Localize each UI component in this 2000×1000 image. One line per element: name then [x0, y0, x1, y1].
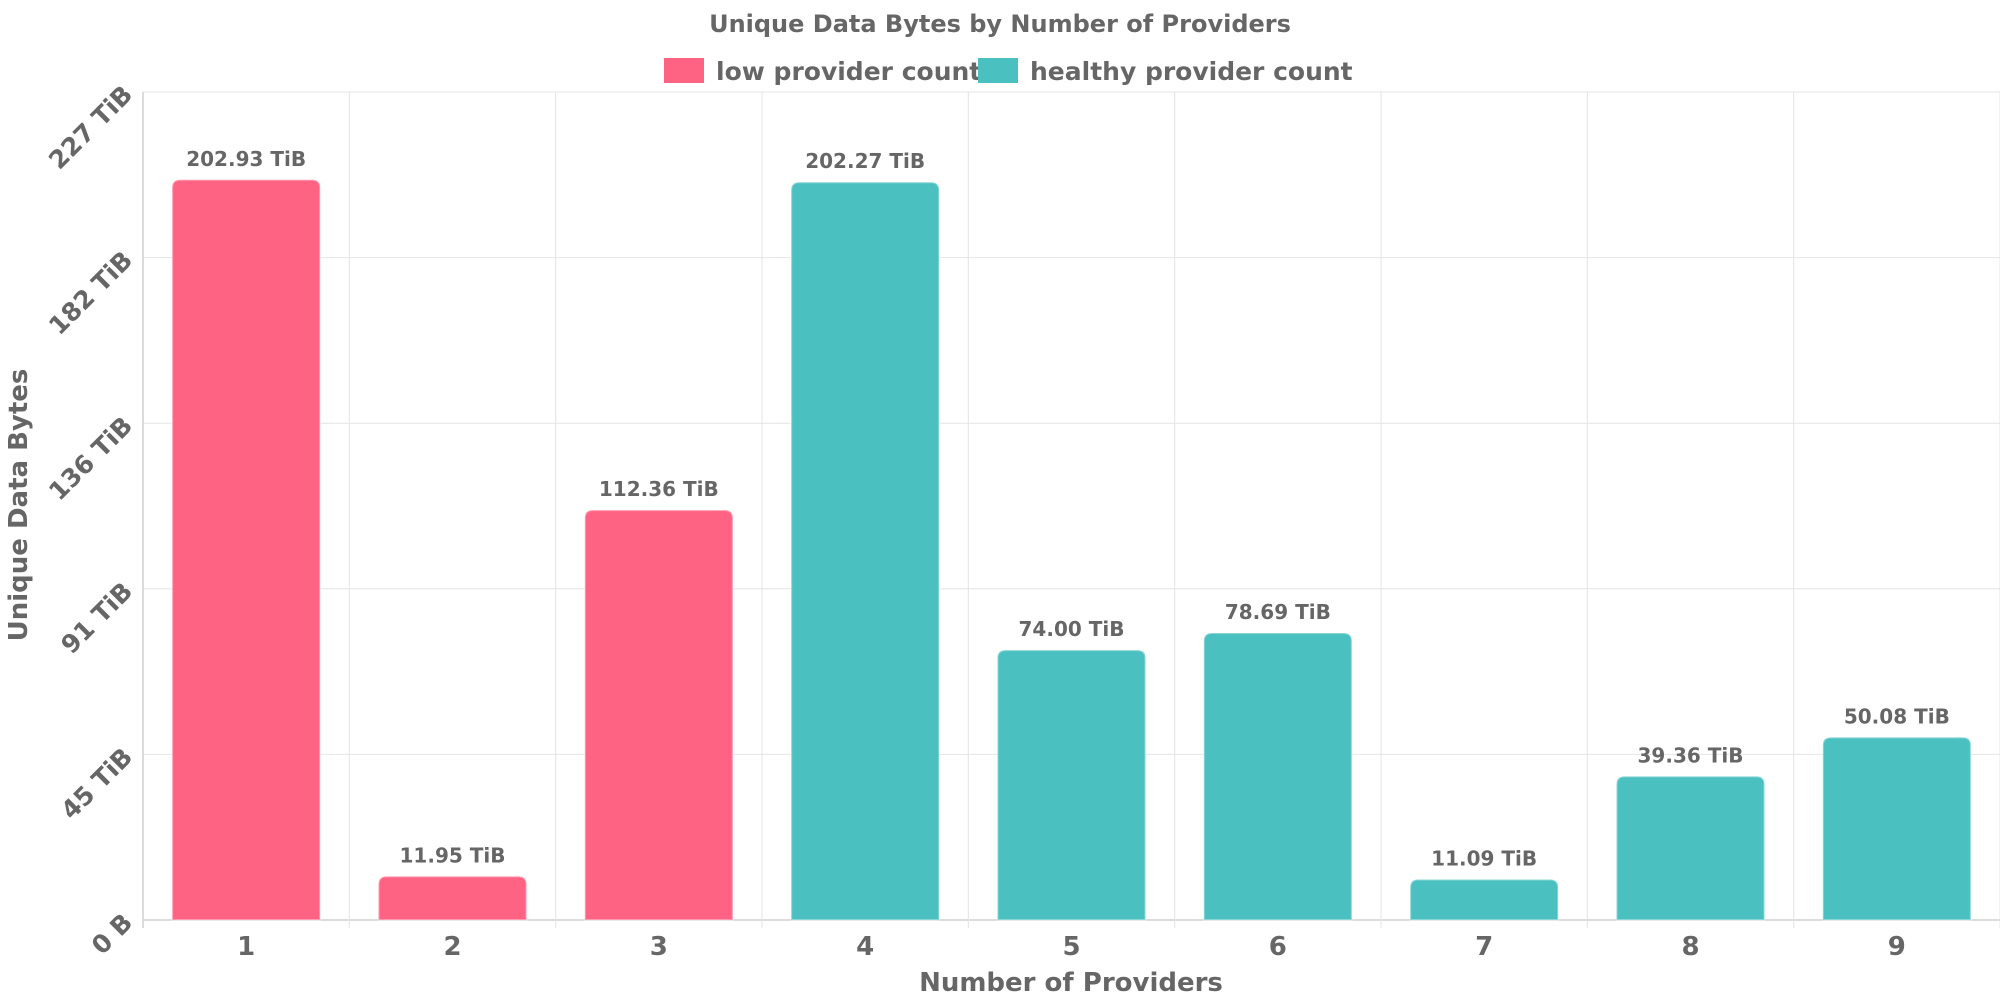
y-axis-ticks: 0 B 45 TiB 91 TiB 136 TiB 182 TiB 227 TiB [43, 80, 138, 960]
legend-label-healthy-provider-count: healthy provider count [1030, 57, 1353, 86]
legend-item-healthy-provider-count[interactable]: healthy provider count [978, 57, 1353, 86]
y-tick-label: 182 TiB [43, 245, 138, 340]
x-tick-label-8: 8 [1681, 932, 1699, 962]
data-label-9: 50.08 TiB [1844, 704, 1950, 728]
x-tick-label-3: 3 [650, 932, 668, 962]
data-label-8: 39.36 TiB [1638, 743, 1744, 767]
bar-6[interactable] [1202, 631, 1353, 921]
x-tick-label-7: 7 [1475, 932, 1493, 962]
x-axis-ticks: 1 2 3 4 5 6 7 8 9 [237, 932, 1906, 962]
y-tick-label: 0 B [86, 908, 138, 960]
bar-5[interactable] [996, 649, 1147, 921]
data-label-3: 112.36 TiB [599, 477, 719, 501]
x-tick-label-2: 2 [443, 932, 461, 962]
data-label-4: 202.27 TiB [805, 149, 925, 173]
bar-8[interactable] [1615, 775, 1766, 921]
y-tick-label: 136 TiB [43, 411, 138, 506]
y-tick-label: 45 TiB [55, 742, 138, 825]
legend-label-low-provider-count: low provider count [716, 57, 981, 86]
data-label-2: 11.95 TiB [400, 843, 506, 867]
bar-1[interactable] [171, 178, 322, 921]
gridlines [142, 91, 2000, 928]
data-label-6: 78.69 TiB [1225, 600, 1331, 624]
bar-9[interactable] [1821, 736, 1972, 921]
x-axis-title: Number of Providers [919, 968, 1223, 998]
data-label-7: 11.09 TiB [1431, 847, 1537, 871]
data-label-5: 74.00 TiB [1019, 617, 1125, 641]
bar-7[interactable] [1409, 878, 1560, 921]
y-axis-title: Unique Data Bytes [4, 369, 34, 642]
legend: low provider count healthy provider coun… [664, 57, 1353, 86]
x-tick-label-5: 5 [1062, 932, 1080, 962]
bar-3[interactable] [583, 509, 734, 921]
legend-item-low-provider-count[interactable]: low provider count [664, 57, 981, 86]
data-labels: 202.93 TiB 11.95 TiB 112.36 TiB 202.27 TiB 7… [186, 147, 1950, 871]
chart-title: Unique Data Bytes by Number of Providers [709, 10, 1291, 38]
y-tick-label: 227 TiB [43, 80, 138, 175]
legend-swatch-low-provider-count [664, 58, 704, 83]
bar-2[interactable] [377, 875, 528, 921]
y-tick-label: 91 TiB [55, 577, 138, 660]
legend-swatch-healthy-provider-count [978, 58, 1018, 83]
x-tick-label-9: 9 [1888, 932, 1906, 962]
bars [171, 178, 1972, 921]
x-tick-label-4: 4 [856, 932, 874, 962]
x-tick-label-6: 6 [1269, 932, 1287, 962]
bar-4[interactable] [790, 181, 941, 921]
x-tick-label-1: 1 [237, 932, 255, 962]
data-label-1: 202.93 TiB [186, 147, 306, 171]
